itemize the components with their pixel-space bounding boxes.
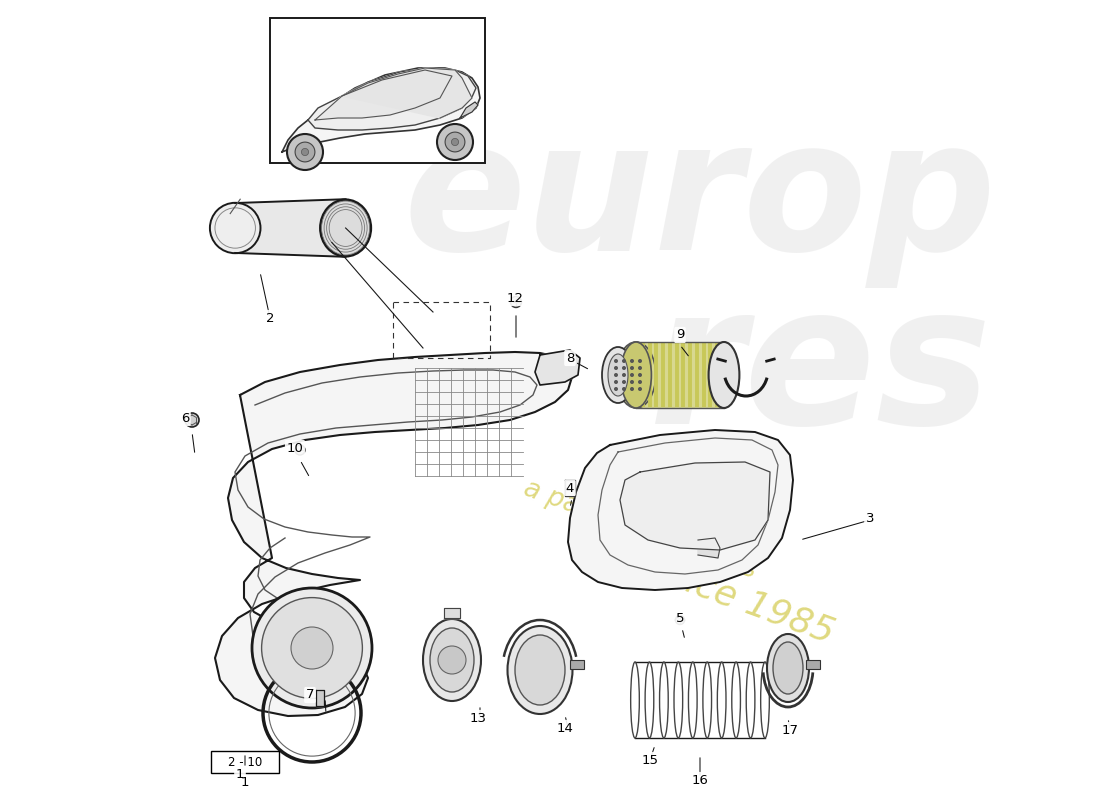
Circle shape bbox=[252, 588, 372, 708]
Text: 3: 3 bbox=[866, 511, 874, 525]
Circle shape bbox=[638, 373, 642, 377]
Circle shape bbox=[287, 134, 323, 170]
Circle shape bbox=[614, 380, 618, 384]
Text: 17: 17 bbox=[781, 723, 799, 737]
Text: 13: 13 bbox=[470, 711, 486, 725]
Circle shape bbox=[638, 380, 642, 384]
Ellipse shape bbox=[773, 642, 803, 694]
Text: 8: 8 bbox=[565, 351, 574, 365]
Circle shape bbox=[446, 132, 465, 152]
Circle shape bbox=[621, 373, 626, 377]
Ellipse shape bbox=[616, 342, 656, 408]
Text: a passion for parts: a passion for parts bbox=[520, 476, 760, 584]
Text: since 1985: since 1985 bbox=[641, 550, 838, 650]
Text: 9: 9 bbox=[675, 329, 684, 342]
Circle shape bbox=[614, 366, 618, 370]
Circle shape bbox=[262, 598, 362, 698]
Text: 14: 14 bbox=[557, 722, 573, 734]
Ellipse shape bbox=[320, 200, 371, 256]
Text: res: res bbox=[648, 276, 992, 464]
Polygon shape bbox=[282, 68, 480, 152]
Text: 10: 10 bbox=[287, 442, 304, 454]
Ellipse shape bbox=[767, 634, 808, 702]
Circle shape bbox=[630, 359, 634, 363]
Polygon shape bbox=[316, 690, 324, 706]
Circle shape bbox=[638, 387, 642, 391]
Circle shape bbox=[630, 373, 634, 377]
Text: europ: europ bbox=[404, 112, 997, 288]
Text: 7: 7 bbox=[306, 689, 315, 702]
Circle shape bbox=[614, 359, 618, 363]
Ellipse shape bbox=[515, 635, 565, 705]
Polygon shape bbox=[620, 462, 770, 550]
Ellipse shape bbox=[424, 619, 481, 701]
Circle shape bbox=[301, 149, 309, 155]
Ellipse shape bbox=[210, 202, 261, 253]
Circle shape bbox=[614, 373, 618, 377]
Circle shape bbox=[638, 366, 642, 370]
Text: 5: 5 bbox=[675, 611, 684, 625]
Circle shape bbox=[295, 142, 315, 162]
Polygon shape bbox=[315, 70, 452, 120]
Text: 1: 1 bbox=[241, 775, 250, 789]
Circle shape bbox=[630, 387, 634, 391]
Polygon shape bbox=[308, 68, 476, 130]
Polygon shape bbox=[565, 480, 575, 496]
Circle shape bbox=[621, 387, 626, 391]
Circle shape bbox=[510, 297, 521, 307]
Bar bbox=[570, 660, 584, 669]
Circle shape bbox=[451, 138, 459, 146]
Polygon shape bbox=[342, 68, 472, 118]
Circle shape bbox=[614, 387, 618, 391]
Polygon shape bbox=[568, 430, 793, 590]
Circle shape bbox=[675, 615, 684, 625]
Text: 2 - 10: 2 - 10 bbox=[228, 755, 262, 769]
Text: 1: 1 bbox=[235, 769, 244, 782]
Circle shape bbox=[295, 445, 305, 455]
Bar bbox=[636, 342, 724, 408]
Circle shape bbox=[630, 366, 634, 370]
Text: 16: 16 bbox=[692, 774, 708, 786]
Circle shape bbox=[621, 366, 626, 370]
Circle shape bbox=[621, 359, 626, 363]
Polygon shape bbox=[214, 352, 572, 716]
Ellipse shape bbox=[708, 342, 739, 408]
Ellipse shape bbox=[430, 628, 474, 692]
Polygon shape bbox=[535, 350, 580, 385]
Circle shape bbox=[630, 380, 634, 384]
Ellipse shape bbox=[507, 626, 572, 714]
Bar bbox=[211, 751, 279, 773]
Text: 4: 4 bbox=[565, 482, 574, 494]
Polygon shape bbox=[444, 608, 460, 618]
Ellipse shape bbox=[602, 347, 634, 403]
Circle shape bbox=[438, 646, 466, 674]
Text: 15: 15 bbox=[641, 754, 659, 766]
Circle shape bbox=[638, 359, 642, 363]
Circle shape bbox=[437, 124, 473, 160]
Bar bbox=[806, 660, 820, 669]
Bar bbox=[270, 18, 485, 163]
Ellipse shape bbox=[608, 354, 628, 396]
Polygon shape bbox=[460, 102, 478, 118]
Circle shape bbox=[621, 380, 626, 384]
Text: 12: 12 bbox=[506, 291, 524, 305]
Circle shape bbox=[292, 627, 333, 669]
Polygon shape bbox=[235, 199, 345, 257]
Polygon shape bbox=[698, 538, 720, 558]
Text: 6: 6 bbox=[180, 411, 189, 425]
Text: 2: 2 bbox=[266, 311, 274, 325]
Circle shape bbox=[185, 413, 199, 427]
Ellipse shape bbox=[620, 342, 651, 408]
